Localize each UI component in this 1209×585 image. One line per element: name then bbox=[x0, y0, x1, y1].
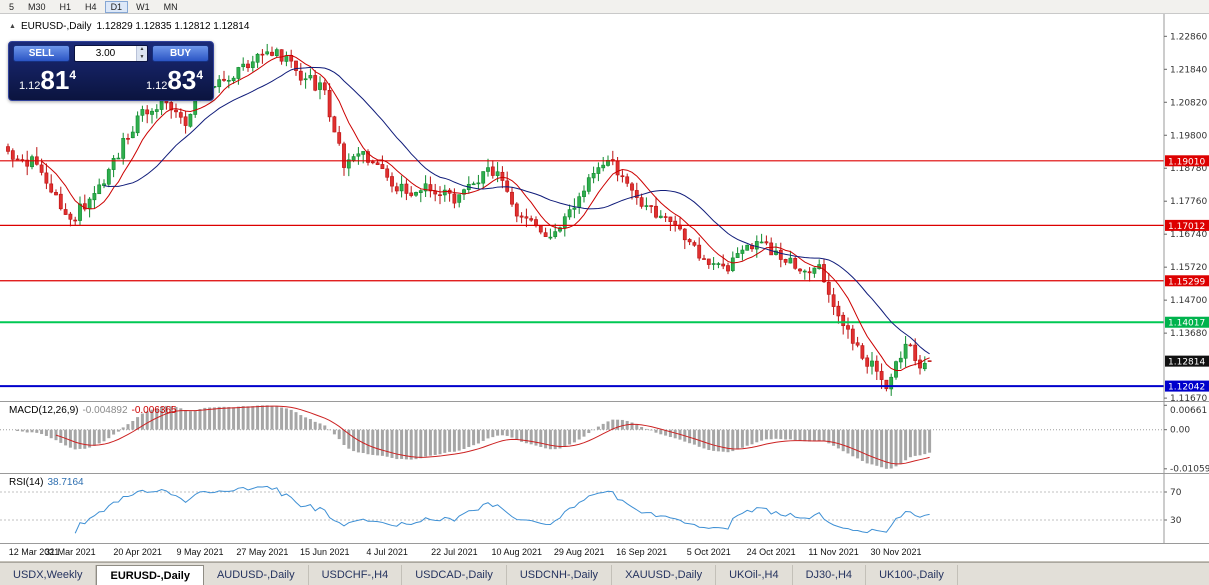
svg-text:1.19010: 1.19010 bbox=[1168, 157, 1205, 167]
date-axis-label: 4 Jul 2021 bbox=[366, 547, 408, 557]
timeframe-button-h4[interactable]: H4 bbox=[79, 1, 103, 13]
volume-down-button[interactable]: ▼ bbox=[137, 53, 147, 61]
chart-ohlc-values: 1.12829 1.12835 1.12812 1.12814 bbox=[96, 21, 250, 32]
date-axis-label: 9 May 2021 bbox=[176, 547, 224, 557]
volume-spinner: ▲ ▼ bbox=[136, 46, 147, 61]
timeframe-button-m30[interactable]: M30 bbox=[22, 1, 52, 13]
volume-field[interactable]: 3.00 ▲ ▼ bbox=[74, 45, 148, 62]
one-click-collapse-icon[interactable]: ▲ bbox=[9, 22, 16, 30]
main-chart-canvas[interactable]: 1.22860 1.21840 1.20820 1.19800 1.18780 1.177… bbox=[0, 14, 1209, 402]
svg-text:1.15720: 1.15720 bbox=[1170, 263, 1207, 273]
timeframe-toolbar: 5 M30 H1 H4 D1 W1 MN bbox=[0, 0, 1209, 14]
date-axis-label: 29 Aug 2021 bbox=[553, 547, 605, 557]
svg-text:1.12814: 1.12814 bbox=[1168, 358, 1205, 368]
volume-value[interactable]: 3.00 bbox=[95, 48, 116, 59]
svg-text:1.16740: 1.16740 bbox=[1170, 230, 1207, 240]
date-axis-label: 27 May 2021 bbox=[236, 547, 289, 557]
rsi-name: RSI(14) bbox=[9, 477, 44, 488]
macd-histogram bbox=[16, 405, 932, 469]
svg-text:0.00661: 0.00661 bbox=[1170, 406, 1207, 416]
rsi-canvas[interactable]: 70 30 bbox=[0, 474, 1209, 544]
chart-title: ▲ EURUSD-,Daily 1.12829 1.12835 1.12812 … bbox=[9, 21, 249, 32]
timeframe-button-d1[interactable]: D1 bbox=[104, 0, 129, 13]
macd-name: MACD(12,26,9) bbox=[9, 405, 79, 416]
chart-tab-usdcnh-daily[interactable]: USDCNH-,Daily bbox=[507, 565, 613, 585]
svg-text:1.22860: 1.22860 bbox=[1170, 32, 1207, 42]
date-axis-label: 16 Sep 2021 bbox=[616, 547, 668, 557]
timeframe-button-h1[interactable]: H1 bbox=[54, 1, 78, 13]
moving-average-8[interactable] bbox=[41, 54, 930, 372]
svg-text:30: 30 bbox=[1170, 516, 1182, 526]
svg-text:70: 70 bbox=[1170, 488, 1182, 498]
chart-tab-usdcad-daily[interactable]: USDCAD-,Daily bbox=[402, 565, 507, 585]
svg-text:0.00: 0.00 bbox=[1170, 426, 1190, 436]
svg-text:1.13680: 1.13680 bbox=[1170, 329, 1207, 339]
macd-signal-line bbox=[55, 405, 930, 465]
timeframe-button-mn[interactable]: MN bbox=[158, 1, 184, 13]
chart-tab-usdchf-h4[interactable]: USDCHF-,H4 bbox=[309, 565, 403, 585]
svg-text:1.17760: 1.17760 bbox=[1170, 197, 1207, 207]
macd-canvas[interactable]: 0.00661 0.00 -0.010595 bbox=[0, 402, 1209, 474]
svg-text:1.18780: 1.18780 bbox=[1170, 164, 1207, 174]
svg-text:1.12042: 1.12042 bbox=[1168, 383, 1205, 393]
date-axis-label: 22 Jul 2021 bbox=[431, 547, 478, 557]
date-axis-label: 12 Mar 2021 bbox=[8, 547, 60, 557]
date-axis-label: 20 Apr 2021 bbox=[113, 547, 162, 557]
svg-text:-0.010595: -0.010595 bbox=[1170, 465, 1209, 475]
date-axis-label: 30 Nov 2021 bbox=[870, 547, 922, 557]
chart-tab-audusd-daily[interactable]: AUDUSD-,Daily bbox=[204, 565, 309, 585]
svg-text:1.14700: 1.14700 bbox=[1170, 296, 1207, 306]
chart-tab-uk100-daily[interactable]: UK100-,Daily bbox=[866, 565, 958, 585]
volume-up-button[interactable]: ▲ bbox=[137, 46, 147, 54]
price-axis[interactable]: 1.22860 1.21840 1.20820 1.19800 1.18780 1.177… bbox=[1164, 32, 1209, 402]
svg-text:1.20820: 1.20820 bbox=[1170, 98, 1207, 108]
chart-symbol-label: EURUSD-,Daily bbox=[20, 21, 92, 32]
date-axis-label: 5 Oct 2021 bbox=[686, 547, 731, 557]
date-axis-label: 15 Jun 2021 bbox=[300, 547, 350, 557]
chart-area[interactable]: 1.22860 1.21840 1.20820 1.19800 1.18780 1.177… bbox=[0, 14, 1209, 402]
chart-tab-bar: USDX,Weekly EURUSD-,Daily AUDUSD-,Daily USD… bbox=[0, 562, 1209, 585]
moving-average-21[interactable] bbox=[103, 66, 930, 355]
sell-button[interactable]: SELL bbox=[13, 45, 70, 62]
sell-price[interactable]: 1.12814 bbox=[19, 64, 77, 95]
chart-tab-eurusd-daily[interactable]: EURUSD-,Daily bbox=[96, 565, 204, 585]
date-axis[interactable]: 12 Mar 2021 31 Mar 2021 20 Apr 2021 9 May 2… bbox=[0, 544, 1209, 562]
macd-main-value: -0.004892 bbox=[82, 405, 128, 416]
one-click-trading-widget: SELL 3.00 ▲ ▼ BUY 1.12814 1.12834 bbox=[8, 41, 214, 101]
date-axis-label: 24 Oct 2021 bbox=[746, 547, 796, 557]
svg-text:1.21840: 1.21840 bbox=[1170, 65, 1207, 75]
rsi-line bbox=[74, 485, 930, 534]
chart-tab-dj30-h4[interactable]: DJ30-,H4 bbox=[793, 565, 867, 585]
macd-label: MACD(12,26,9) -0.004892 -0.006365 bbox=[9, 405, 181, 416]
date-axis-label: 10 Aug 2021 bbox=[491, 547, 543, 557]
svg-text:1.19800: 1.19800 bbox=[1170, 131, 1207, 141]
buy-price[interactable]: 1.12834 bbox=[145, 64, 203, 95]
date-axis-label: 31 Mar 2021 bbox=[45, 547, 96, 557]
macd-signal-value: -0.006365 bbox=[131, 405, 177, 416]
chart-tab-ukoil-h4[interactable]: UKOil-,H4 bbox=[716, 565, 793, 585]
rsi-value: 38.7164 bbox=[47, 477, 84, 488]
svg-text:1.14017: 1.14017 bbox=[1168, 319, 1205, 329]
buy-button[interactable]: BUY bbox=[152, 45, 209, 62]
date-axis-label: 11 Nov 2021 bbox=[808, 547, 859, 557]
rsi-label: RSI(14) 38.7164 bbox=[9, 477, 88, 488]
svg-text:1.15299: 1.15299 bbox=[1168, 277, 1205, 287]
chart-tab-xauusd-daily[interactable]: XAUUSD-,Daily bbox=[612, 565, 717, 585]
svg-text:1.17012: 1.17012 bbox=[1168, 222, 1205, 232]
svg-text:1.11670: 1.11670 bbox=[1170, 394, 1207, 402]
timeframe-button-w1[interactable]: W1 bbox=[130, 1, 156, 13]
timeframe-button-5[interactable]: 5 bbox=[3, 1, 20, 13]
macd-indicator-panel[interactable]: 0.00661 0.00 -0.010595 MACD(12,26,9)-0.004… bbox=[0, 402, 1209, 474]
chart-tab-usdx-weekly[interactable]: USDX,Weekly bbox=[0, 565, 97, 585]
rsi-indicator-panel[interactable]: 70 30 RSI(14) 38.7164 bbox=[0, 474, 1209, 544]
